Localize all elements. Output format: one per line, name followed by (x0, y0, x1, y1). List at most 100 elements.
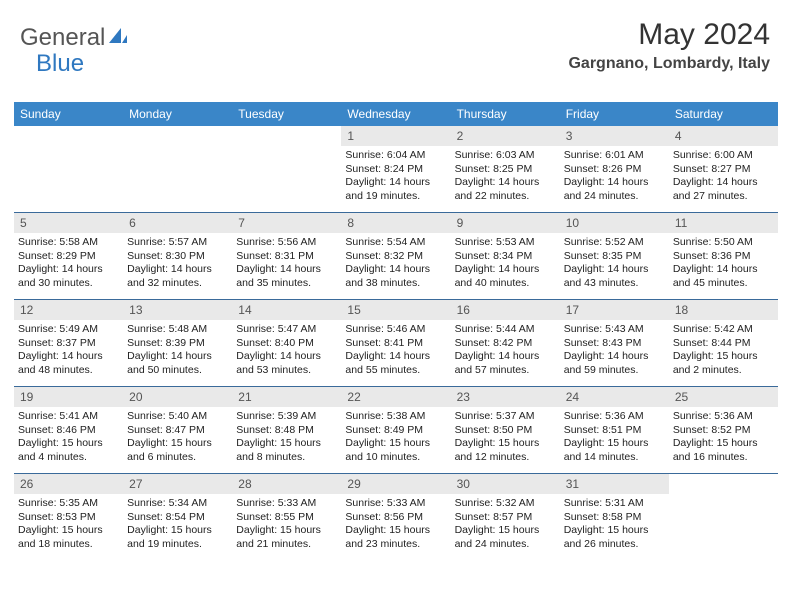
day-detail-line: Sunset: 8:46 PM (18, 424, 119, 438)
day-number: 29 (341, 474, 450, 494)
weeks-container: 1Sunrise: 6:04 AMSunset: 8:24 PMDaylight… (14, 126, 778, 560)
day-detail-line: Daylight: 15 hours and 21 minutes. (236, 524, 337, 551)
day-number: 18 (669, 300, 778, 320)
day-cell: 2Sunrise: 6:03 AMSunset: 8:25 PMDaylight… (451, 126, 560, 212)
day-detail-line: Daylight: 14 hours and 32 minutes. (127, 263, 228, 290)
week-row: 26Sunrise: 5:35 AMSunset: 8:53 PMDayligh… (14, 474, 778, 560)
day-detail-line: Sunrise: 5:43 AM (564, 323, 665, 337)
day-detail-line: Daylight: 15 hours and 26 minutes. (564, 524, 665, 551)
day-detail-line: Sunrise: 5:41 AM (18, 410, 119, 424)
day-cell: 4Sunrise: 6:00 AMSunset: 8:27 PMDaylight… (669, 126, 778, 212)
day-detail-line: Daylight: 15 hours and 4 minutes. (18, 437, 119, 464)
day-details: Sunrise: 5:42 AMSunset: 8:44 PMDaylight:… (669, 320, 778, 382)
day-detail-line: Sunrise: 6:01 AM (564, 149, 665, 163)
day-detail-line: Daylight: 14 hours and 53 minutes. (236, 350, 337, 377)
weekday-header: Sunday (14, 102, 123, 126)
day-detail-line: Sunrise: 5:34 AM (127, 497, 228, 511)
day-detail-line: Sunrise: 6:03 AM (455, 149, 556, 163)
day-detail-line: Daylight: 15 hours and 6 minutes. (127, 437, 228, 464)
day-detail-line: Daylight: 14 hours and 40 minutes. (455, 263, 556, 290)
day-detail-line: Daylight: 14 hours and 19 minutes. (345, 176, 446, 203)
day-details: Sunrise: 5:52 AMSunset: 8:35 PMDaylight:… (560, 233, 669, 295)
day-detail-line: Daylight: 14 hours and 24 minutes. (564, 176, 665, 203)
day-detail-line: Daylight: 14 hours and 59 minutes. (564, 350, 665, 377)
day-details: Sunrise: 5:36 AMSunset: 8:51 PMDaylight:… (560, 407, 669, 469)
day-cell: 1Sunrise: 6:04 AMSunset: 8:24 PMDaylight… (341, 126, 450, 212)
day-cell: 19Sunrise: 5:41 AMSunset: 8:46 PMDayligh… (14, 387, 123, 473)
day-cell: 6 Sunrise: 5:57 AMSunset: 8:30 PMDaylight… (123, 213, 232, 299)
week-row: 19Sunrise: 5:41 AMSunset: 8:46 PMDayligh… (14, 387, 778, 474)
day-detail-line: Sunrise: 6:00 AM (673, 149, 774, 163)
day-detail-line: Daylight: 15 hours and 18 minutes. (18, 524, 119, 551)
day-detail-line: Sunrise: 5:31 AM (564, 497, 665, 511)
day-cell (669, 474, 778, 560)
day-cell: 15Sunrise: 5:46 AMSunset: 8:41 PMDayligh… (341, 300, 450, 386)
day-cell: 12Sunrise: 5:49 AMSunset: 8:37 PMDayligh… (14, 300, 123, 386)
weekday-header-row: SundayMondayTuesdayWednesdayThursdayFrid… (14, 102, 778, 126)
day-details: Sunrise: 6:01 AMSunset: 8:26 PMDaylight:… (560, 146, 669, 208)
day-number: 19 (14, 387, 123, 407)
day-detail-line: Sunrise: 5:36 AM (673, 410, 774, 424)
day-detail-line: Sunrise: 5:54 AM (345, 236, 446, 250)
day-cell: 25Sunrise: 5:36 AMSunset: 8:52 PMDayligh… (669, 387, 778, 473)
day-cell (232, 126, 341, 212)
weekday-header: Thursday (451, 102, 560, 126)
day-detail-line: Sunset: 8:58 PM (564, 511, 665, 525)
day-details: Sunrise: 6:00 AMSunset: 8:27 PMDaylight:… (669, 146, 778, 208)
day-detail-line: Sunset: 8:39 PM (127, 337, 228, 351)
day-number: 31 (560, 474, 669, 494)
day-number: 17 (560, 300, 669, 320)
day-number: 1 (341, 126, 450, 146)
day-detail-line: Sunset: 8:34 PM (455, 250, 556, 264)
day-detail-line: Daylight: 14 hours and 57 minutes. (455, 350, 556, 377)
day-detail-line: Sunset: 8:30 PM (127, 250, 228, 264)
day-details: Sunrise: 5:37 AMSunset: 8:50 PMDaylight:… (451, 407, 560, 469)
day-detail-line: Sunrise: 5:42 AM (673, 323, 774, 337)
day-detail-line: Sunrise: 5:44 AM (455, 323, 556, 337)
day-cell: 29Sunrise: 5:33 AMSunset: 8:56 PMDayligh… (341, 474, 450, 560)
day-cell (14, 126, 123, 212)
brand-logo: General (20, 24, 129, 52)
brand-sail-icon (107, 25, 129, 52)
day-detail-line: Sunrise: 5:58 AM (18, 236, 119, 250)
day-detail-line: Daylight: 14 hours and 38 minutes. (345, 263, 446, 290)
day-number: 11 (669, 213, 778, 233)
day-detail-line: Sunrise: 5:40 AM (127, 410, 228, 424)
day-detail-line: Sunset: 8:49 PM (345, 424, 446, 438)
day-cell: 9Sunrise: 5:53 AMSunset: 8:34 PMDaylight… (451, 213, 560, 299)
day-detail-line: Sunset: 8:42 PM (455, 337, 556, 351)
day-number: 2 (451, 126, 560, 146)
day-cell: 5Sunrise: 5:58 AMSunset: 8:29 PMDaylight… (14, 213, 123, 299)
day-detail-line: Sunrise: 5:33 AM (236, 497, 337, 511)
day-cell: 18Sunrise: 5:42 AMSunset: 8:44 PMDayligh… (669, 300, 778, 386)
day-detail-line: Daylight: 15 hours and 8 minutes. (236, 437, 337, 464)
day-details: Sunrise: 5:53 AMSunset: 8:34 PMDaylight:… (451, 233, 560, 295)
day-detail-line: Daylight: 14 hours and 43 minutes. (564, 263, 665, 290)
day-details: Sunrise: 5:32 AMSunset: 8:57 PMDaylight:… (451, 494, 560, 556)
day-details: Sunrise: 5:33 AMSunset: 8:55 PMDaylight:… (232, 494, 341, 556)
day-detail-line: Sunset: 8:54 PM (127, 511, 228, 525)
day-cell: 8Sunrise: 5:54 AMSunset: 8:32 PMDaylight… (341, 213, 450, 299)
day-detail-line: Daylight: 15 hours and 16 minutes. (673, 437, 774, 464)
day-details: Sunrise: 5:49 AMSunset: 8:37 PMDaylight:… (14, 320, 123, 382)
day-details: Sunrise: 5:41 AMSunset: 8:46 PMDaylight:… (14, 407, 123, 469)
day-number: 6 (123, 213, 232, 233)
day-detail-line: Sunset: 8:29 PM (18, 250, 119, 264)
day-number: 10 (560, 213, 669, 233)
calendar: SundayMondayTuesdayWednesdayThursdayFrid… (14, 102, 778, 560)
day-number: 4 (669, 126, 778, 146)
week-row: 12Sunrise: 5:49 AMSunset: 8:37 PMDayligh… (14, 300, 778, 387)
day-cell: 28Sunrise: 5:33 AMSunset: 8:55 PMDayligh… (232, 474, 341, 560)
day-details: Sunrise: 5:36 AMSunset: 8:52 PMDaylight:… (669, 407, 778, 469)
day-detail-line: Sunrise: 5:57 AM (127, 236, 228, 250)
day-detail-line: Daylight: 14 hours and 50 minutes. (127, 350, 228, 377)
day-number: 23 (451, 387, 560, 407)
location-subtitle: Gargnano, Lombardy, Italy (568, 55, 770, 73)
day-cell: 26Sunrise: 5:35 AMSunset: 8:53 PMDayligh… (14, 474, 123, 560)
day-number: 28 (232, 474, 341, 494)
day-detail-line: Daylight: 14 hours and 35 minutes. (236, 263, 337, 290)
day-cell: 24Sunrise: 5:36 AMSunset: 8:51 PMDayligh… (560, 387, 669, 473)
day-details: Sunrise: 5:39 AMSunset: 8:48 PMDaylight:… (232, 407, 341, 469)
day-details: Sunrise: 5:33 AMSunset: 8:56 PMDaylight:… (341, 494, 450, 556)
weekday-header: Monday (123, 102, 232, 126)
